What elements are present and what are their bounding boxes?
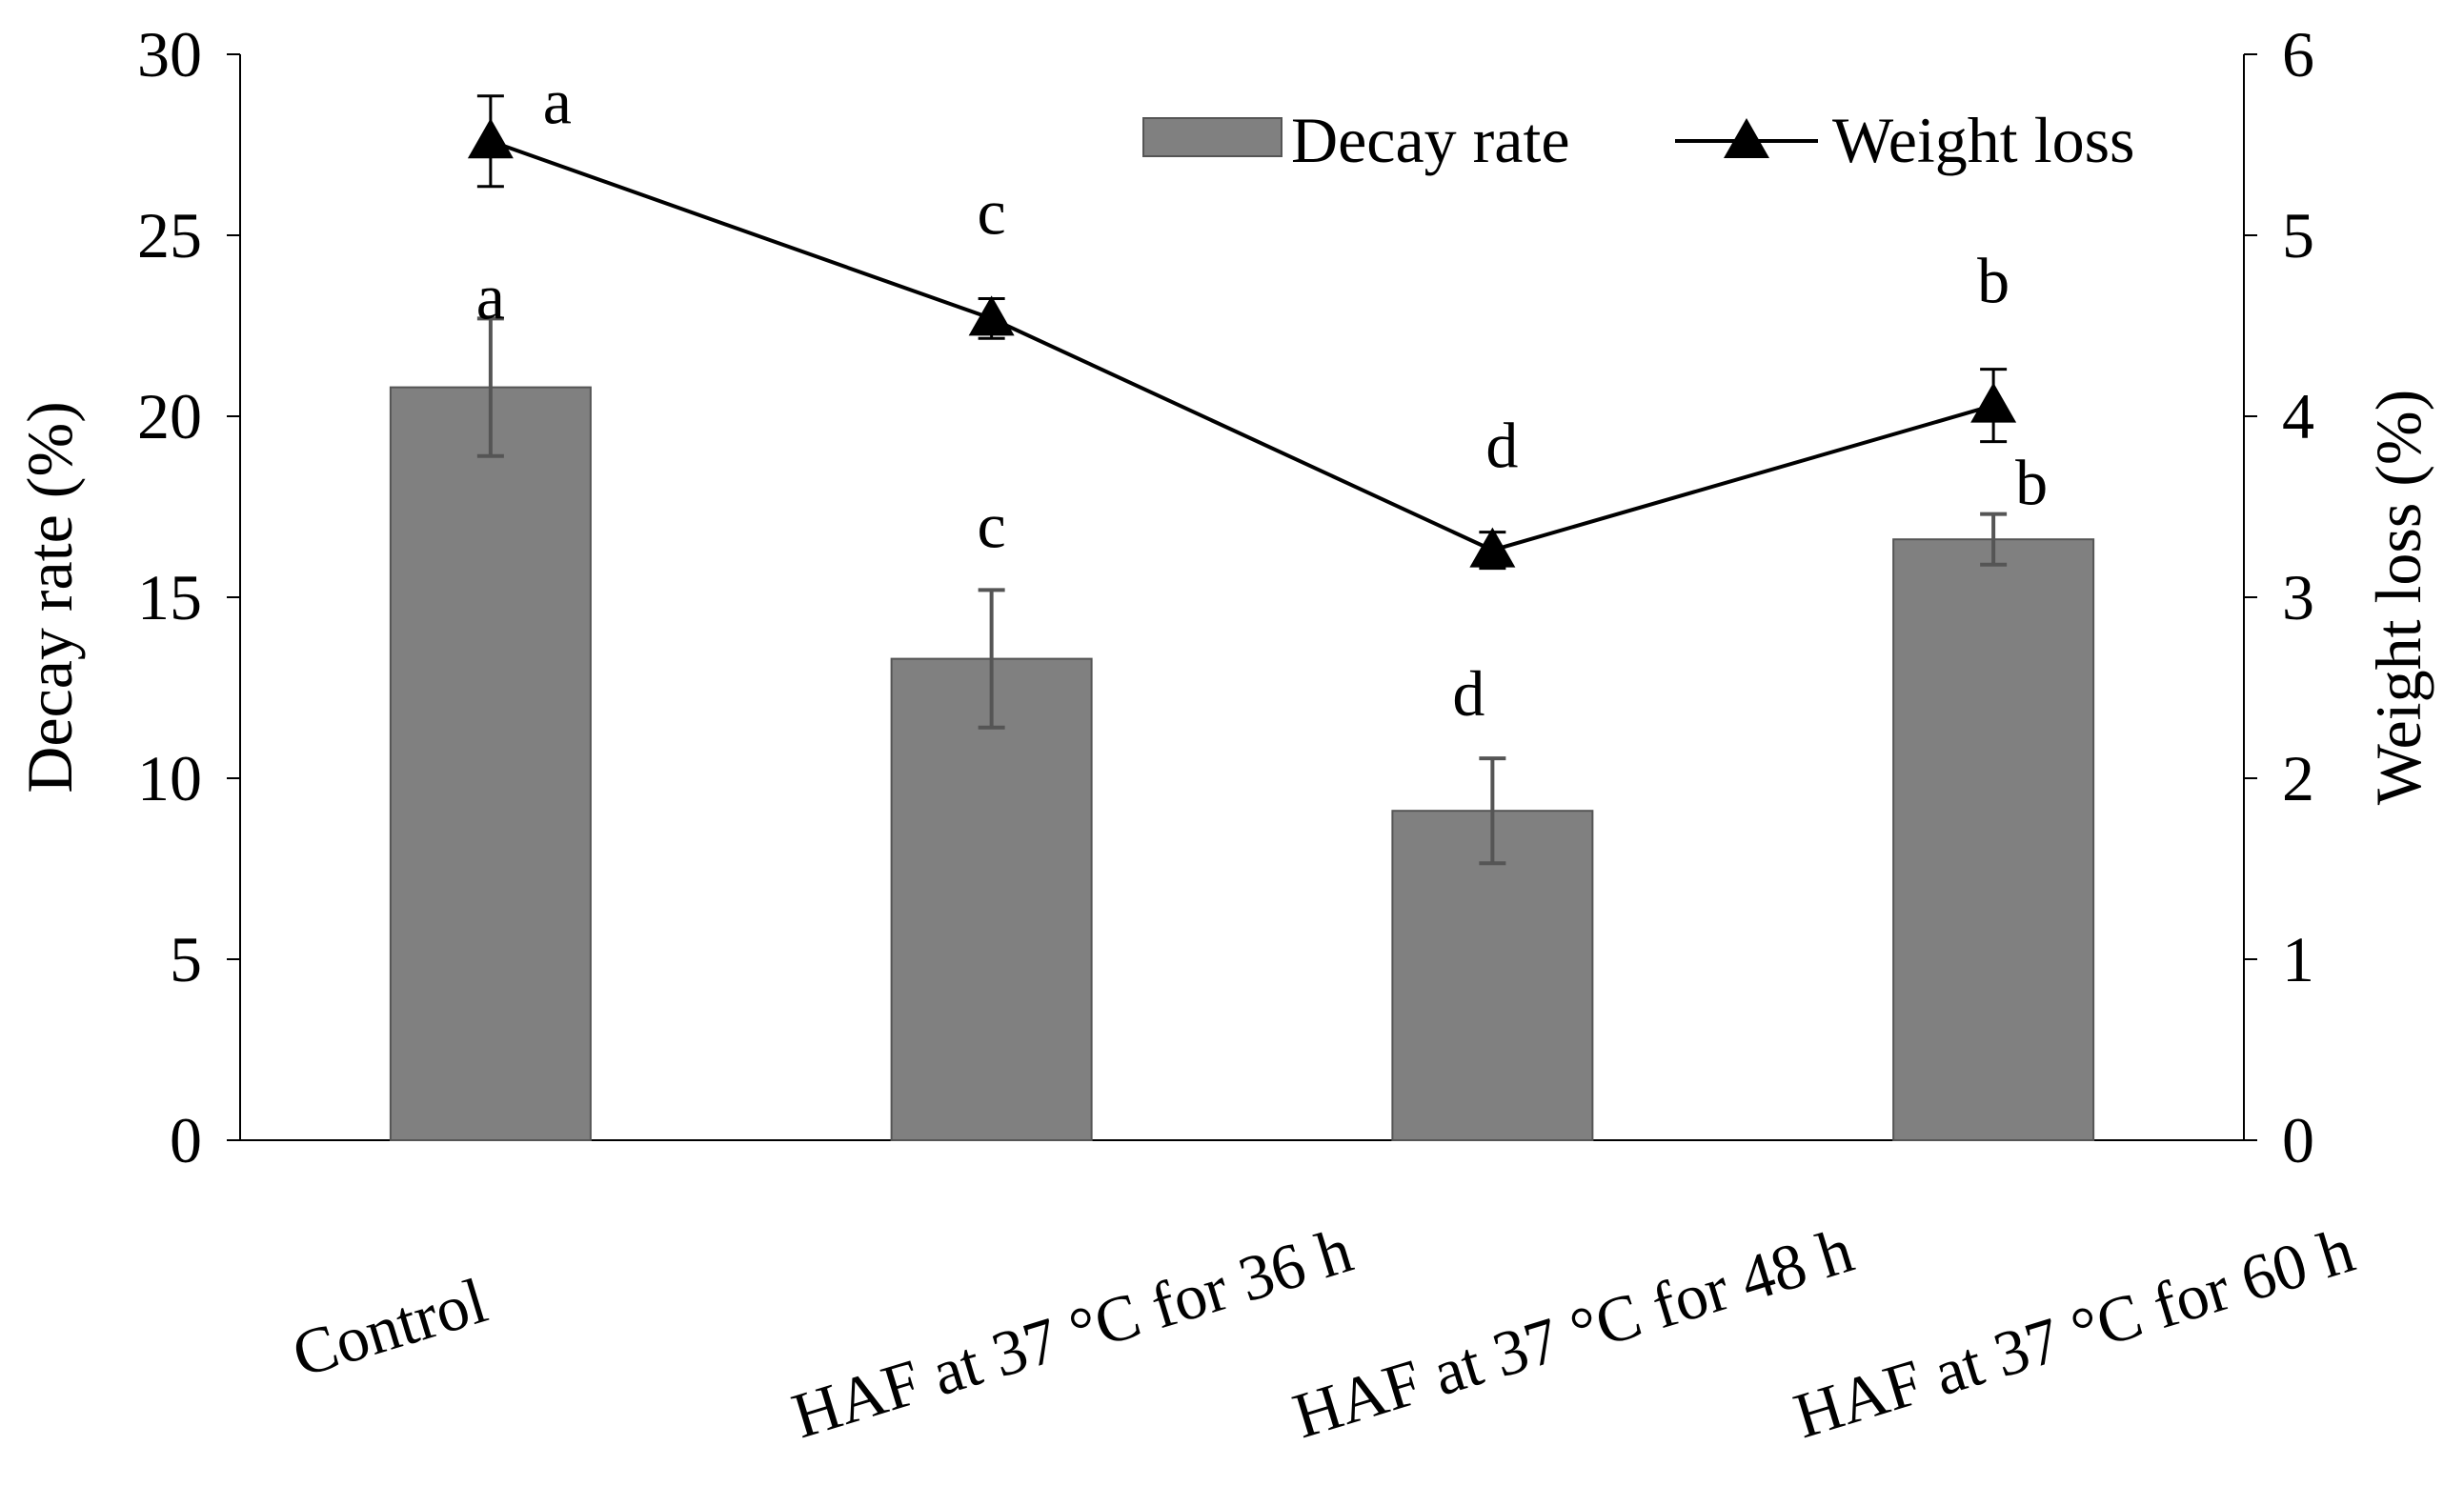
triangle-marker xyxy=(1469,527,1516,568)
legend-label-decay-rate: Decay rate xyxy=(1291,104,1570,176)
bar xyxy=(1892,538,2095,1141)
y-tick-label-right: 4 xyxy=(2282,380,2314,452)
bar-significance-letter: b xyxy=(2015,447,2048,519)
y-tick-label-left: 0 xyxy=(170,1104,202,1176)
y-tick-label-left: 25 xyxy=(137,199,202,271)
y-axis-title-left: Decay rate (%) xyxy=(13,401,86,793)
bar-significance-letter: a xyxy=(476,260,505,332)
bar xyxy=(890,657,1093,1141)
legend-swatch-decay-rate xyxy=(1142,117,1282,157)
y-tick-label-left: 10 xyxy=(137,742,202,814)
x-tick-label: HAF at 37 °C for 60 h xyxy=(1786,1214,2362,1453)
bar xyxy=(389,386,592,1142)
point-significance-letter: b xyxy=(1977,245,2010,317)
legend-label-weight-loss: Weight loss xyxy=(1832,104,2135,176)
y-tick-label-right: 6 xyxy=(2282,18,2314,90)
x-tick-label: Control xyxy=(284,1264,495,1391)
y-axis-title-right: Weight loss (%) xyxy=(2362,390,2434,805)
y-tick-label-right: 2 xyxy=(2282,742,2314,814)
y-tick-label-left: 5 xyxy=(170,923,202,995)
y-tick-label-right: 1 xyxy=(2282,923,2314,995)
bar-significance-letter: c xyxy=(978,489,1006,561)
legend-marker-weight-loss xyxy=(1724,118,1769,158)
point-significance-letter: c xyxy=(978,176,1006,249)
y-tick-label-right: 5 xyxy=(2282,199,2314,271)
weight-loss-line xyxy=(490,139,1994,552)
plot-area: 0 5 10 15 20 25 30 0 1 2 3 4 5 6 Decay rate (%) Weight … xyxy=(13,18,2434,1452)
point-significance-letter: d xyxy=(1485,410,1518,482)
y-tick-label-left: 20 xyxy=(137,380,202,452)
y-tick-label-right: 0 xyxy=(2282,1104,2314,1176)
y-tick-label-left: 30 xyxy=(137,18,202,90)
bar-significance-letter: d xyxy=(1452,657,1484,730)
bar xyxy=(1391,810,1594,1141)
x-tick-label: HAF at 37 °C for 48 h xyxy=(1285,1214,1862,1453)
triangle-marker xyxy=(467,118,514,159)
x-tick-label: HAF at 37 °C for 36 h xyxy=(784,1214,1361,1453)
y-tick-label-right: 3 xyxy=(2282,561,2314,633)
point-significance-letter: a xyxy=(543,66,572,138)
triangle-marker xyxy=(1970,382,2017,423)
y-tick-label-left: 15 xyxy=(137,561,202,633)
triangle-marker xyxy=(968,295,1015,336)
